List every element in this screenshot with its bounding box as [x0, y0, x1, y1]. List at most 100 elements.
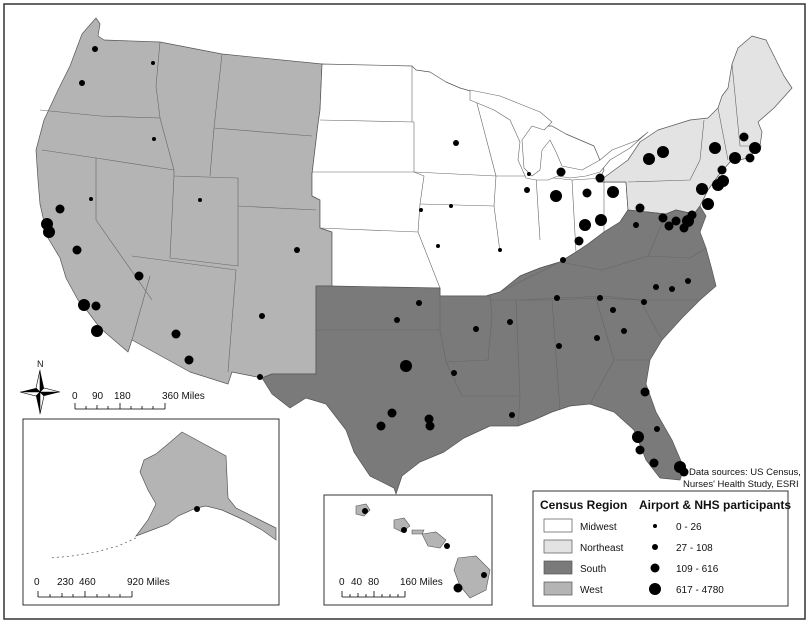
airport-dot	[79, 80, 85, 86]
airport-dot	[685, 278, 691, 284]
main-scale-tick-0: 0	[72, 391, 78, 402]
hawaii-scale-bar: 0 40 80 160 Miles	[339, 577, 443, 598]
airport-dot	[597, 295, 603, 301]
alaska-shape	[135, 431, 277, 541]
airport-dot	[664, 221, 674, 231]
airport-dot	[394, 317, 400, 323]
great-lakes	[469, 89, 649, 181]
legend-region-title: Census Region	[540, 498, 627, 512]
airport-dot	[640, 387, 650, 397]
airport-dot	[653, 284, 659, 290]
airport-dot	[574, 236, 584, 246]
airport-dot	[527, 172, 531, 176]
airport-dot	[702, 198, 714, 210]
airport-dot	[607, 186, 619, 198]
airport-dot	[400, 360, 412, 372]
main-scale-bar: 0 90 180 360 Miles	[72, 391, 205, 410]
airport-dot	[524, 187, 530, 193]
north-label: N	[37, 359, 44, 369]
airport-dot	[453, 140, 459, 146]
airport-dot	[687, 210, 697, 220]
molokai-island	[411, 529, 425, 535]
data-source-line-2: Nurses' Health Study, ESRI	[683, 479, 799, 490]
hawaii-scale-tick-1: 40	[351, 577, 363, 588]
airport-dot	[184, 355, 194, 365]
airport-dot	[696, 183, 708, 195]
hawaii-scale-tick-2: 80	[368, 577, 380, 588]
airport-dot	[259, 313, 265, 319]
airport-dot	[55, 204, 65, 214]
airport-dot	[134, 271, 144, 281]
airport-dot	[453, 583, 463, 593]
airport-dot	[717, 165, 727, 175]
airport-dot	[649, 458, 659, 468]
airport-dot	[621, 328, 627, 334]
airport-dot	[43, 226, 55, 238]
legend-size-label-2: 27 - 108	[676, 543, 713, 554]
airport-dot	[641, 299, 647, 305]
airport-dot	[679, 467, 689, 477]
airport-dot	[424, 414, 434, 424]
legend-dot-size-4	[649, 583, 661, 595]
airport-dot	[560, 257, 566, 263]
airport-dot	[595, 173, 605, 183]
airport-dot	[556, 167, 566, 177]
airport-dot	[739, 132, 749, 142]
airport-dot	[473, 326, 479, 332]
airport-dot	[419, 208, 423, 212]
big-island	[453, 555, 491, 599]
hawaii-scale-tick-3: 160 Miles	[400, 577, 443, 588]
hawaii-scale-tick-0: 0	[339, 577, 345, 588]
airport-dot	[729, 152, 741, 164]
legend-swatch-northeast	[543, 539, 573, 554]
main-scale-tick-1: 90	[92, 391, 104, 402]
airport-dots	[41, 46, 761, 593]
alaska-inset	[22, 418, 280, 606]
legend-swatch-west	[543, 581, 573, 596]
airport-dot	[669, 286, 675, 292]
airport-dot	[654, 426, 660, 432]
airport-dot	[579, 219, 591, 231]
legend-airport-title: Airport & NHS participants	[639, 498, 791, 512]
airport-dot	[436, 244, 440, 248]
airport-dot	[376, 421, 386, 431]
airport-dot	[643, 153, 655, 165]
airport-dot	[416, 300, 422, 306]
legend: Census Region Airport & NHS participants…	[532, 490, 791, 607]
airport-dot	[451, 370, 457, 376]
airport-dot	[635, 445, 645, 455]
airport-dot	[92, 46, 98, 52]
legend-label-south: South	[580, 564, 606, 575]
alaska-scale-tick-3: 920 Miles	[127, 577, 170, 588]
airport-dot	[507, 319, 513, 325]
airport-dot	[717, 175, 729, 187]
airport-dot	[481, 572, 487, 578]
alaska-scale-tick-2: 460	[79, 577, 96, 588]
airport-dot	[632, 431, 644, 443]
airport-dot	[151, 61, 155, 65]
legend-swatch-midwest	[543, 518, 573, 533]
alaska-scale-tick-1: 230	[57, 577, 74, 588]
airport-dot	[425, 421, 435, 431]
airport-dot	[257, 374, 263, 380]
airport-dot	[594, 335, 600, 341]
alaska-scale-tick-0: 0	[34, 577, 40, 588]
airport-dot	[658, 213, 668, 223]
airport-dot	[171, 329, 181, 339]
hawaii-inset	[323, 494, 493, 606]
airport-dot	[671, 216, 681, 226]
airport-dot	[401, 527, 407, 533]
main-scale-tick-2: 180	[114, 391, 131, 402]
legend-label-west: West	[580, 585, 603, 596]
airport-dot	[91, 325, 103, 337]
legend-swatch-south	[543, 560, 573, 575]
airport-dot	[444, 543, 450, 549]
airport-dot	[89, 197, 93, 201]
contiguous-us	[35, 17, 793, 495]
airport-dot	[362, 508, 368, 514]
legend-dot-size-1	[653, 524, 657, 528]
airport-dot	[498, 248, 502, 252]
alaska-scale-bar: 0 230 460 920 Miles	[34, 577, 170, 598]
airport-dot	[595, 214, 607, 226]
